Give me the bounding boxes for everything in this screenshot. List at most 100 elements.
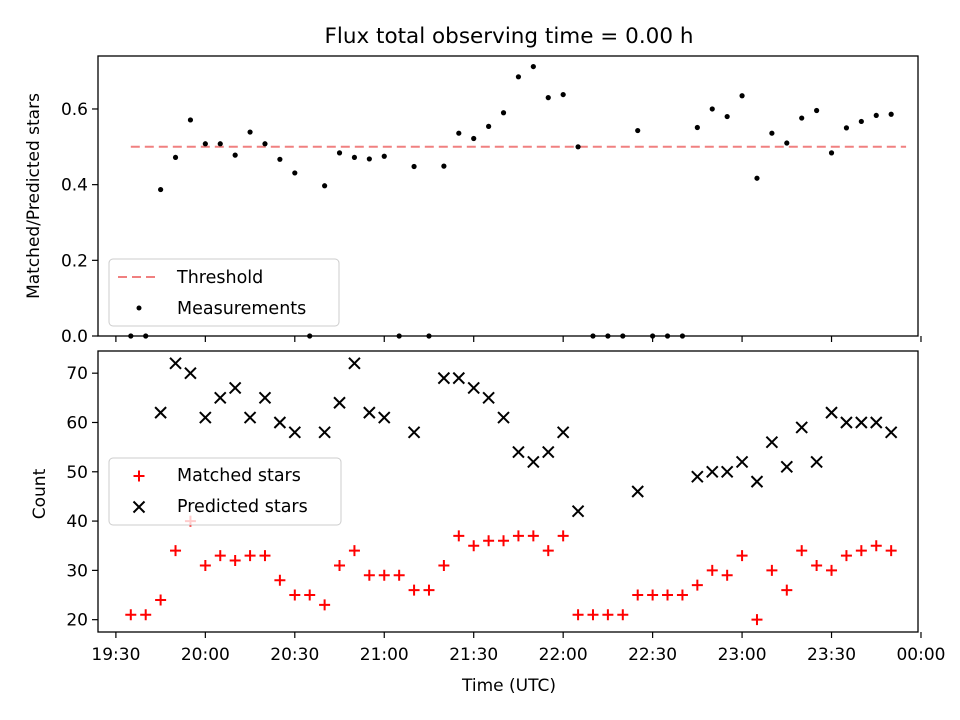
predicted-star-point <box>750 475 764 488</box>
matched-legend-label: Matched stars <box>177 466 301 486</box>
count-x-tick-label: 19:30 <box>91 645 140 665</box>
count-x-tick-label: 00:00 <box>896 645 945 665</box>
measurement-point <box>530 63 536 70</box>
matched-star-point <box>617 609 629 621</box>
matched-star-point <box>453 530 465 542</box>
predicted-star-point <box>318 426 331 439</box>
measurement-point <box>515 74 522 80</box>
count-x-tick-label: 22:00 <box>539 645 588 665</box>
matched-star-point <box>542 545 554 557</box>
measurement-point <box>814 107 820 114</box>
measurement-point <box>560 91 566 98</box>
predicted-star-point <box>527 455 540 469</box>
predicted-star-point <box>840 416 853 429</box>
matched-star-point <box>259 550 271 562</box>
measurement-point <box>366 156 372 162</box>
count-panel: 20 30 40 50 60 70 19:30 20:00 20:30 21:00 21:30 22… <box>30 350 945 696</box>
matched-star-point <box>736 550 748 562</box>
matched-star-point <box>662 589 674 601</box>
matched-star-point <box>393 569 405 581</box>
matched-star-point <box>632 589 644 601</box>
predicted-star-point <box>497 411 510 424</box>
matched-star-point <box>826 564 838 576</box>
matched-star-point <box>691 579 703 591</box>
matched-star-point <box>334 559 346 571</box>
predicted-star-point <box>407 426 421 439</box>
matched-star-point <box>155 594 167 606</box>
count-marks <box>125 357 898 626</box>
measurement-point <box>411 163 417 170</box>
predicted-star-point <box>184 366 197 380</box>
threshold-legend-label: Threshold <box>176 268 263 288</box>
x-axis-label: Time (UTC) <box>461 676 556 696</box>
count-x-tick-label: 21:30 <box>449 645 498 665</box>
matched-star-point <box>840 550 852 562</box>
figure-title: Flux total observing time = 0.00 h <box>325 24 694 49</box>
matched-star-point <box>274 574 286 586</box>
predicted-star-point <box>199 411 212 424</box>
matched-star-point <box>378 569 390 581</box>
predicted-star-point <box>228 381 242 395</box>
predicted-star-point <box>542 445 555 459</box>
matched-star-point <box>348 545 360 557</box>
ratio-y-ticks: 0.0 0.2 0.4 0.6 <box>61 100 98 347</box>
measurement-point <box>471 135 477 142</box>
predicted-star-point <box>512 445 525 459</box>
matched-star-point <box>855 545 867 557</box>
matched-star-point <box>170 545 182 557</box>
count-x-tick-label: 23:00 <box>718 645 767 665</box>
matched-star-point <box>721 569 733 581</box>
count-x-tick-label: 22:30 <box>628 645 677 665</box>
measurement-point <box>322 183 328 189</box>
measurement-point <box>635 127 641 134</box>
matched-star-point <box>527 530 539 542</box>
measurement-point <box>575 144 581 150</box>
predicted-star-point <box>482 391 495 405</box>
matched-star-point <box>587 609 599 621</box>
ratio-axes-frame <box>97 55 919 337</box>
predicted-star-point <box>348 357 361 370</box>
ratio-y-tick-label: 0.0 <box>61 327 88 347</box>
matched-star-point <box>229 555 241 567</box>
measurement-point <box>754 175 760 181</box>
predicted-star-point <box>706 465 719 478</box>
measurement-point <box>769 130 775 136</box>
predicted-star-point <box>631 485 644 498</box>
matched-star-point <box>438 559 450 571</box>
count-y-tick-label: 50 <box>66 463 88 483</box>
measurement-point <box>247 129 253 135</box>
count-y-tick-label: 30 <box>66 561 88 581</box>
matched-star-point <box>706 564 718 576</box>
measurement-point <box>888 111 894 117</box>
measurement-point <box>843 125 850 131</box>
matched-star-point <box>602 609 614 621</box>
predicted-star-point <box>154 406 167 419</box>
matched-star-point <box>363 569 375 581</box>
measurement-point <box>694 124 700 131</box>
matched-star-point <box>498 535 510 547</box>
predicted-star-point <box>571 505 585 518</box>
matched-star-point <box>140 609 152 621</box>
matched-star-point <box>811 559 823 571</box>
count-x-tick-label: 21:00 <box>360 645 409 665</box>
predicted-star-point <box>378 411 391 424</box>
predicted-star-point <box>735 455 749 469</box>
predicted-star-point <box>333 396 346 409</box>
predicted-star-point <box>795 421 808 434</box>
predicted-star-point <box>214 391 227 405</box>
measurements-legend-label: Measurements <box>177 299 306 319</box>
predicted-star-point <box>870 416 883 429</box>
matched-legend-swatch <box>133 470 145 482</box>
count-y-tick-label: 70 <box>66 364 88 384</box>
measurement-point <box>799 115 805 121</box>
measurement-point <box>232 152 238 158</box>
matched-star-point <box>647 589 659 601</box>
predicted-legend-label: Predicted stars <box>177 497 308 517</box>
measurement-point <box>158 186 164 193</box>
matched-star-point <box>244 550 256 562</box>
measurement-point <box>456 130 462 136</box>
measurement-point <box>500 110 507 116</box>
matched-star-point <box>781 584 793 596</box>
count-x-tick-label: 20:00 <box>181 645 230 665</box>
